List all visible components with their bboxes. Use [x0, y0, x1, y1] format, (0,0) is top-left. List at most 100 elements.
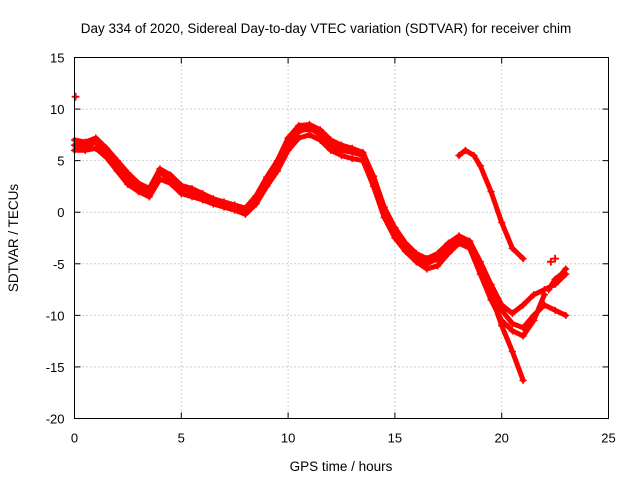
point-marker [508, 244, 517, 253]
point-marker [295, 134, 303, 142]
point-marker [487, 187, 495, 196]
point-marker [519, 376, 527, 385]
point-marker [562, 311, 570, 320]
point-marker [369, 175, 378, 183]
point-marker [423, 265, 431, 273]
point-marker [433, 255, 442, 264]
point-marker [529, 311, 538, 320]
point-marker [476, 162, 485, 170]
point-marker [412, 251, 421, 260]
series-track-b [72, 132, 547, 339]
point-marker [508, 347, 517, 356]
point-marker [497, 218, 506, 227]
point-marker [81, 146, 89, 155]
y-axis-label: SDTVAR / TECUs [6, 184, 21, 293]
point-marker [519, 254, 527, 263]
point-marker [359, 150, 367, 159]
point-marker [209, 197, 218, 205]
point-marker [327, 138, 335, 146]
point-marker [124, 172, 132, 180]
point-marker [145, 187, 154, 196]
point-marker [241, 206, 250, 214]
y-tick-label: 10 [50, 102, 64, 117]
point-marker [497, 306, 506, 314]
point-marker [348, 146, 356, 155]
x-tick-label: 0 [71, 431, 78, 446]
chart-title: Day 334 of 2020, Sidereal Day-to-day VTE… [81, 21, 571, 36]
point-marker [188, 192, 196, 201]
point-marker [562, 265, 570, 273]
point-marker [230, 203, 239, 211]
point-marker [433, 262, 442, 270]
y-tick-label: -20 [46, 412, 65, 427]
point-marker [337, 151, 346, 160]
point-marker [156, 167, 164, 175]
series-track-f [546, 266, 569, 293]
axis-ticks: 0 5 10 15 20 25 -20 -15 -10 -5 0 5 10 15 [46, 51, 616, 446]
point-marker [177, 189, 186, 198]
point-marker [470, 151, 478, 160]
x-tick-label: 25 [601, 431, 615, 446]
point-marker [124, 180, 132, 189]
point-marker [519, 301, 527, 309]
point-marker [113, 159, 121, 168]
series-track-a [72, 125, 526, 383]
point-marker [423, 257, 431, 266]
point-marker [380, 206, 388, 214]
plot-frame [74, 57, 609, 419]
point-marker [134, 182, 143, 191]
point-marker [551, 275, 559, 284]
point-marker [102, 146, 111, 155]
point-marker [273, 159, 282, 168]
x-axis-label: GPS time / hours [290, 459, 393, 474]
y-tick-label: 5 [57, 154, 64, 169]
point-marker [401, 241, 410, 249]
point-marker [519, 323, 527, 332]
grid [74, 57, 609, 419]
point-marker [92, 136, 100, 144]
data-series [70, 92, 570, 385]
point-marker [327, 146, 335, 155]
point-marker [92, 144, 100, 153]
point-marker [519, 332, 527, 340]
point-marker [544, 285, 553, 294]
y-tick-label: 15 [50, 51, 64, 66]
point-marker [476, 265, 485, 273]
point-marker [540, 301, 549, 309]
y-tick-label: -10 [46, 308, 65, 323]
point-marker [295, 125, 303, 134]
x-tick-label: 15 [388, 431, 402, 446]
point-marker [113, 167, 121, 175]
y-tick-label: 0 [57, 205, 64, 220]
x-tick-label: 20 [494, 431, 508, 446]
point-marker [284, 138, 292, 146]
point-marker [391, 227, 399, 235]
series-track-e [456, 147, 526, 262]
point-marker [166, 179, 175, 188]
series-track-d [76, 127, 569, 331]
point-marker [465, 239, 474, 247]
point-marker [412, 257, 421, 266]
point-marker [508, 319, 517, 328]
outlier-marker [546, 257, 555, 266]
x-tick-label: 5 [178, 431, 185, 446]
point-marker [188, 186, 196, 195]
point-marker [557, 270, 566, 278]
point-marker [433, 249, 442, 258]
point-marker [81, 140, 89, 148]
point-marker [177, 182, 186, 191]
point-marker [508, 309, 517, 318]
point-marker [508, 327, 517, 335]
point-marker [497, 316, 506, 325]
point-marker [444, 246, 453, 255]
point-marker [401, 247, 410, 256]
point-marker [487, 288, 495, 297]
point-marker [305, 125, 314, 134]
x-tick-label: 10 [281, 431, 295, 446]
point-marker [252, 194, 260, 202]
point-marker [444, 239, 453, 247]
point-marker [102, 153, 111, 162]
point-marker [455, 237, 463, 245]
point-marker [348, 154, 356, 163]
point-marker [551, 306, 559, 314]
